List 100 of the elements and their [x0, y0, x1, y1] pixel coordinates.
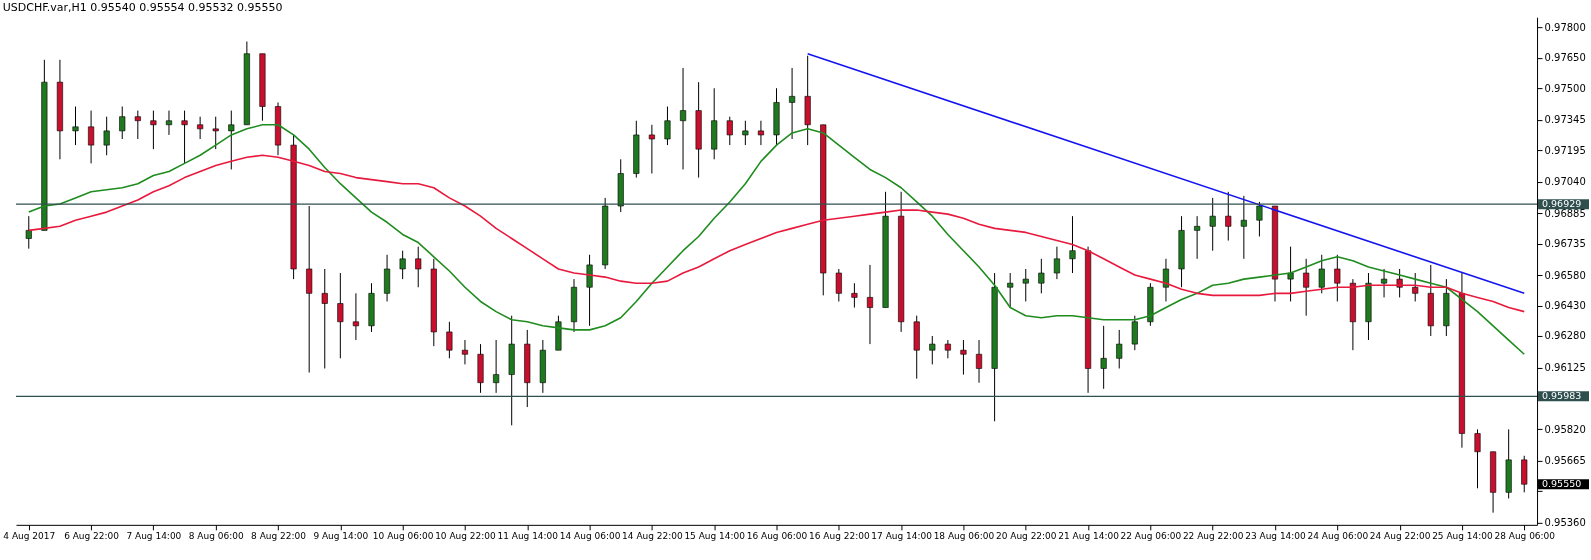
candlestick: [415, 246, 422, 288]
candlestick: [1162, 258, 1169, 302]
x-tick-label: 7 Aug 14:00: [126, 531, 182, 542]
candlestick: [726, 116, 733, 146]
candlestick: [181, 110, 188, 164]
y-tick-label: 0.97500: [1544, 82, 1586, 94]
x-tick-label: 14 Aug 06:00: [559, 531, 621, 542]
y-tick-label: 0.97800: [1544, 21, 1586, 33]
x-tick-label: 8 Aug 22:00: [251, 531, 307, 542]
x-tick-label: 16 Aug 22:00: [809, 531, 870, 542]
candlestick: [1474, 428, 1481, 489]
y-tick-label: 0.96735: [1544, 238, 1586, 250]
candlestick: [197, 116, 204, 140]
candlestick: [1100, 325, 1107, 390]
candlestick: [929, 335, 936, 365]
candlestick: [742, 120, 749, 146]
candlestick: [851, 282, 858, 309]
y-tick-label: 0.96280: [1544, 330, 1586, 342]
candlestick: [1053, 246, 1060, 280]
y-tick-label: 0.96580: [1544, 269, 1586, 281]
candlestick: [1194, 215, 1201, 260]
candlestick: [461, 339, 468, 365]
x-tick-label: 4 Aug 2017: [3, 531, 56, 542]
candlestick: [1007, 272, 1014, 309]
candlestick: [399, 250, 406, 280]
candlestick: [1256, 201, 1263, 237]
candlestick: [975, 339, 983, 384]
x-tick-label: 15 Aug 14:00: [684, 531, 746, 542]
candlestick: [88, 110, 95, 164]
y-tick-label: 0.96125: [1544, 361, 1586, 373]
candlestick: [789, 67, 796, 140]
x-tick-label: 11 Aug 14:00: [497, 531, 559, 542]
candlestick: [446, 321, 453, 359]
candlestick: [1303, 258, 1310, 317]
candlestick: [103, 116, 110, 156]
candlestick: [1116, 329, 1123, 369]
candlestick: [664, 106, 671, 146]
x-tick-label: 21 Aug 14:00: [1058, 531, 1120, 542]
candlestick: [586, 254, 593, 327]
candlestick: [1038, 258, 1045, 294]
x-tick-label: 18 Aug 06:00: [933, 531, 995, 542]
candlestick: [337, 272, 344, 359]
candlestick: [866, 264, 874, 345]
candlestick: [1022, 268, 1029, 302]
candlestick: [228, 110, 235, 170]
x-tick-label: 17 Aug 14:00: [871, 531, 933, 542]
candlestick: [493, 339, 500, 394]
candlestick: [1334, 254, 1341, 302]
candlestick: [212, 116, 219, 150]
x-tick-label: 6 Aug 22:00: [64, 531, 120, 542]
candlestick: [1287, 246, 1294, 302]
y-tick-label: 0.97040: [1544, 176, 1586, 188]
candlestick: [1131, 315, 1138, 351]
candlestick: [25, 215, 32, 250]
x-tick-label: 8 Aug 06:00: [188, 531, 244, 542]
x-tick-label: 16 Aug 06:00: [746, 531, 808, 542]
y-tick-label: 0.95360: [1544, 517, 1586, 529]
x-tick-label: 28 Aug 06:00: [1494, 531, 1556, 542]
candlestick: [134, 110, 141, 140]
candlestick: [165, 110, 173, 136]
x-tick-label: 20 Aug 22:00: [995, 531, 1057, 542]
y-tick-label: 0.96885: [1544, 207, 1586, 219]
y-tick-label: 0.97195: [1544, 144, 1586, 156]
x-tick-label: 24 Aug 22:00: [1369, 531, 1431, 542]
x-tick-label: 9 Aug 14:00: [313, 531, 369, 542]
y-tick-label: 0.97650: [1544, 52, 1586, 64]
candlestick: [1209, 197, 1216, 252]
candlestick: [1225, 191, 1232, 242]
candlestick: [1412, 272, 1419, 302]
y-tick-label: 0.95665: [1544, 455, 1586, 467]
ref-line-label: 0.96929: [1542, 198, 1582, 210]
candlestick: [960, 339, 967, 376]
candlestick: [648, 124, 655, 175]
candlestick: [757, 120, 764, 146]
x-tick-label: 22 Aug 22:00: [1182, 531, 1244, 542]
y-tick-label: 0.96430: [1544, 300, 1586, 312]
candlestick: [321, 268, 328, 369]
candlestick: [1381, 268, 1388, 298]
chart-title: USDCHF.var,H1 0.95540 0.95554 0.95532 0.95550: [2, 1, 283, 15]
x-tick-label: 23 Aug 14:00: [1245, 531, 1307, 542]
y-tick-label: 0.95820: [1544, 423, 1586, 435]
x-tick-label: 10 Aug 22:00: [435, 531, 497, 542]
candlestick: [1318, 254, 1325, 294]
candlestick: [1069, 215, 1076, 274]
x-tick-label: 14 Aug 22:00: [622, 531, 683, 542]
candlestick: [835, 268, 842, 302]
line-series: [27, 123, 1526, 356]
x-tick-label: 24 Aug 06:00: [1307, 531, 1369, 542]
ref-line-label: 0.95983: [1542, 390, 1582, 402]
x-tick-label: 25 Aug 14:00: [1432, 531, 1493, 542]
x-tick-label: 10 Aug 06:00: [372, 531, 434, 542]
candlestick: [150, 110, 157, 150]
candlestick: [944, 339, 951, 359]
candlestick: [119, 106, 126, 140]
candlestick: [1240, 195, 1247, 260]
candlestick: [680, 67, 687, 170]
y-tick-label: 0.97345: [1544, 114, 1586, 126]
line-series: [27, 154, 1526, 313]
candlestick: [352, 292, 359, 341]
text: 0.95550: [1542, 478, 1582, 490]
